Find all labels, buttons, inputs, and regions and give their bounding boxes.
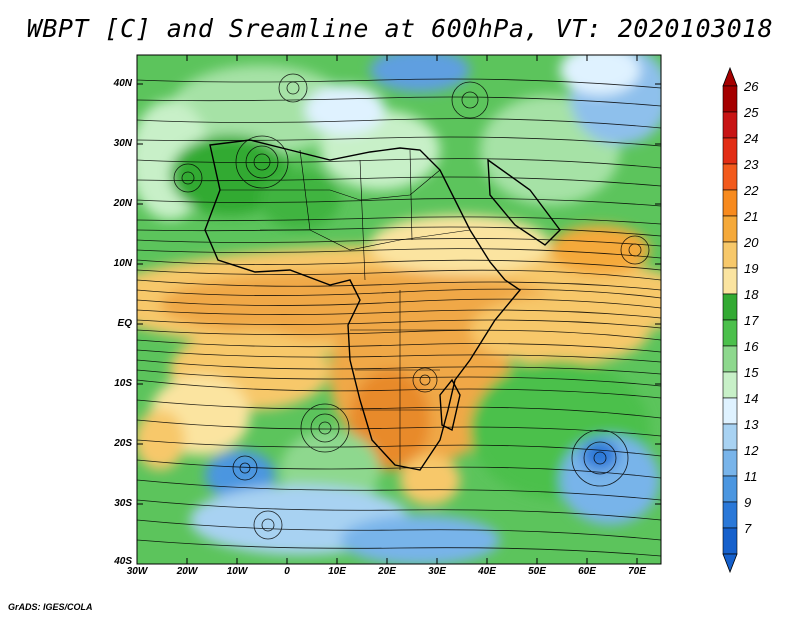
- colorbar-swatch: [722, 241, 738, 269]
- colorbar-label: 16: [744, 339, 759, 354]
- map-title: WBPT [C] and Sreamline at 600hPa, VT: 20…: [26, 14, 774, 43]
- colorbar-label: 22: [744, 183, 759, 198]
- lon-label-0: 0: [284, 566, 290, 577]
- colorbar-label: 19: [744, 261, 759, 276]
- colorbar-swatch: [722, 527, 738, 555]
- colorbar-label: 14: [744, 391, 759, 406]
- colorbar-swatch: [722, 163, 738, 191]
- lon-label-40e: 40E: [478, 566, 496, 577]
- colorbar-swatch: [722, 111, 738, 139]
- colorbar-label: 20: [744, 235, 759, 250]
- colorbar-swatch: [722, 189, 738, 217]
- wbpt-field: [137, 55, 661, 564]
- colorbar-label: 17: [744, 313, 759, 328]
- lat-label-30s: 30S: [114, 498, 132, 509]
- lon-label-10w: 10W: [226, 566, 248, 577]
- colorbar-label: 23: [744, 157, 759, 172]
- lat-label-20s: 20S: [114, 438, 132, 449]
- coastlines: [204, 139, 561, 471]
- lat-label-20n: 20N: [113, 198, 132, 209]
- colorbar-swatch: [722, 371, 738, 399]
- colorbar-label: 24: [744, 131, 759, 146]
- colorbar-swatch: [722, 475, 738, 503]
- colorbar-swatch: [722, 345, 738, 373]
- colorbar-swatch: [722, 267, 738, 295]
- lat-label-40s: 40S: [114, 556, 132, 567]
- colorbar-swatch: [722, 397, 738, 425]
- lat-label-40n: 40N: [113, 78, 132, 89]
- colorbar-swatch: [722, 319, 738, 347]
- colorbar-swatch: [722, 423, 738, 451]
- colorbar-label: 25: [744, 105, 759, 120]
- colorbar-top-triangle: [722, 66, 738, 87]
- lon-label-20w: 20W: [176, 566, 198, 577]
- colorbar: [722, 66, 738, 574]
- colorbar-label: 18: [744, 287, 759, 302]
- colorbar-swatch: [722, 215, 738, 243]
- colorbar-swatch: [722, 85, 738, 113]
- colorbar-label: 15: [744, 365, 759, 380]
- lon-label-30e: 30E: [428, 566, 446, 577]
- lat-label-30n: 30N: [113, 138, 132, 149]
- colorbar-swatch: [722, 293, 738, 321]
- lat-label-10n: 10N: [113, 258, 132, 269]
- lon-label-20e: 20E: [378, 566, 396, 577]
- country-borders: [220, 149, 471, 470]
- colorbar-label: 26: [744, 79, 759, 94]
- colorbar-label: 9: [744, 495, 752, 510]
- colorbar-swatch: [722, 137, 738, 165]
- lon-label-60e: 60E: [578, 566, 596, 577]
- colorbar-label: 11: [744, 469, 758, 484]
- lon-label-10e: 10E: [328, 566, 346, 577]
- lon-label-50e: 50E: [528, 566, 546, 577]
- plot-frame: [136, 54, 662, 565]
- colorbar-label: 13: [744, 417, 759, 432]
- colorbar-swatch: [722, 449, 738, 477]
- credit-text: GrADS: IGES/COLA: [8, 602, 93, 612]
- axis-ticks: [137, 55, 661, 564]
- colorbar-label: 12: [744, 443, 759, 458]
- lat-label-10s: 10S: [114, 378, 132, 389]
- lon-label-70e: 70E: [628, 566, 646, 577]
- colorbar-swatch: [722, 501, 738, 529]
- lon-label-30w: 30W: [126, 566, 148, 577]
- colorbar-bottom-triangle: [722, 553, 738, 574]
- colorbar-label: 21: [744, 209, 759, 224]
- lat-label-eq: EQ: [117, 318, 132, 329]
- colorbar-label: 7: [744, 521, 752, 536]
